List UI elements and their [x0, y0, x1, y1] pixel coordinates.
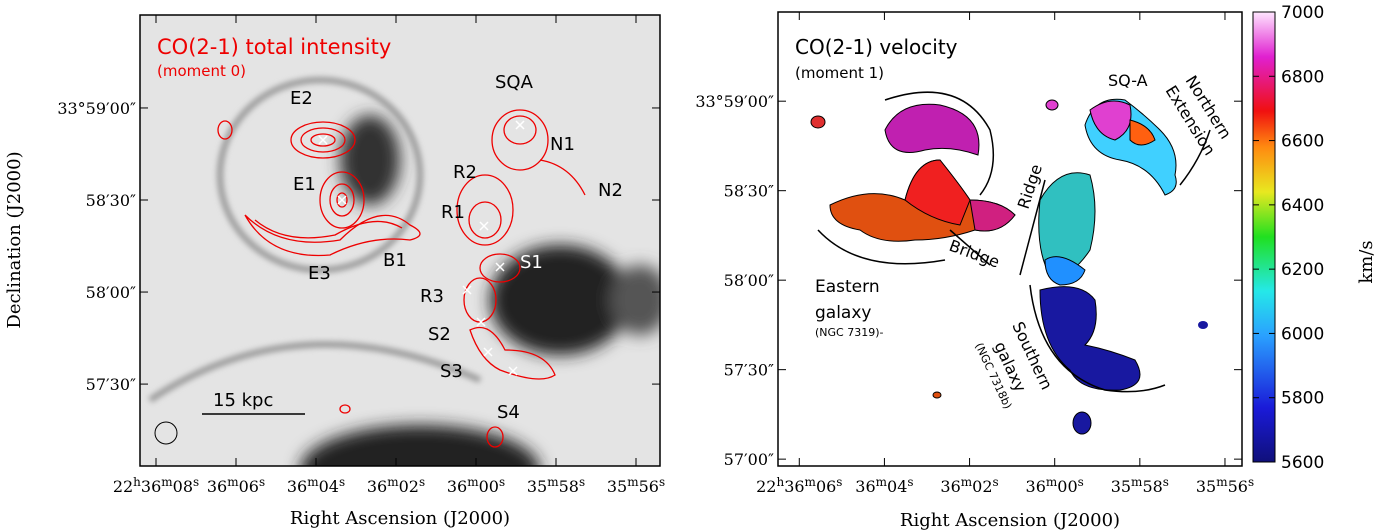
annotation: R3 [420, 286, 444, 307]
annotation: S3 [440, 361, 463, 382]
colorbar-tick-label: 6400 [1281, 196, 1324, 216]
intensity-image [140, 15, 660, 466]
colorbar-tick-label: 6800 [1281, 67, 1324, 87]
annotation: N1 [550, 134, 575, 155]
colorbar-tick-label: 6000 [1281, 324, 1324, 344]
x-axis-label: Right Ascension (J2000) [290, 508, 510, 529]
annotation: R2 [453, 162, 477, 183]
colorbar-tick-label: 6600 [1281, 132, 1324, 152]
y-tick-label: 58′00″ [86, 283, 136, 302]
annotation: N2 [598, 180, 623, 201]
annotation: Eastern [815, 277, 880, 297]
velocity-image [778, 12, 1242, 466]
x-tick-label: 36m00s [447, 475, 505, 496]
annotation: E3 [308, 263, 331, 284]
x-tick-label: 35m58s [527, 475, 585, 496]
y-tick-label: 58′00″ [724, 271, 774, 290]
annotation: R1 [441, 202, 465, 223]
x-axis-label: Right Ascension (J2000) [900, 510, 1120, 531]
annotation: (moment 1) [795, 64, 884, 82]
annotation: B1 [383, 250, 407, 271]
frame [777, 11, 1243, 467]
scale-label: 15 kpc [213, 390, 273, 411]
x-tick-label: 36m02s [940, 475, 998, 496]
x-tick-label: 36m02s [367, 475, 425, 496]
annotation: (NGC 7319)- [815, 326, 884, 339]
annotation: SQ-A [1108, 71, 1148, 90]
y-axis-label: Declination (J2000) [4, 151, 25, 328]
colorbar-tick-label: 5600 [1281, 453, 1324, 473]
y-tick-label: 33°59′00″ [57, 99, 136, 118]
annotation: E1 [293, 174, 316, 195]
y-tick-label: 58′30″ [86, 191, 136, 210]
x-tick-label: 35m56s [1196, 475, 1254, 496]
frame [139, 14, 661, 467]
x-tick-label: 36m04s [287, 475, 345, 496]
x-tick-label: 35m58s [1111, 475, 1169, 496]
annotation: S4 [497, 402, 520, 423]
x-tick-label: 22h36m06s [756, 475, 842, 496]
annotation: galaxy [815, 303, 871, 323]
y-tick-label: 57′30″ [724, 361, 774, 380]
colorbar-label: km/s [1356, 240, 1377, 283]
y-tick-label: 58′30″ [724, 182, 774, 201]
x-tick-label: 36m06s [207, 475, 265, 496]
x-tick-label: 36m04s [855, 475, 913, 496]
annotation: SQA [495, 72, 534, 93]
x-tick-label: 22h36m08s [113, 475, 199, 496]
annotation: CO(2-1) velocity [795, 35, 958, 59]
annotation: S1 [520, 252, 543, 273]
y-tick-label: 57′00″ [724, 450, 774, 469]
annotation: S2 [428, 324, 451, 345]
annotation: E2 [290, 88, 313, 109]
colorbar-tick-label: 7000 [1281, 3, 1324, 23]
annotation: CO(2-1) total intensity [157, 35, 391, 59]
colorbar-tick-label: 5800 [1281, 389, 1324, 409]
x-tick-label: 36m00s [1026, 475, 1084, 496]
colorbar [1252, 11, 1276, 463]
y-tick-label: 57′30″ [86, 375, 136, 394]
annotation: (moment 0) [157, 62, 246, 80]
x-tick-label: 35m56s [607, 475, 665, 496]
y-tick-label: 33°59′00″ [695, 92, 774, 111]
colorbar-tick-label: 6200 [1281, 260, 1324, 280]
